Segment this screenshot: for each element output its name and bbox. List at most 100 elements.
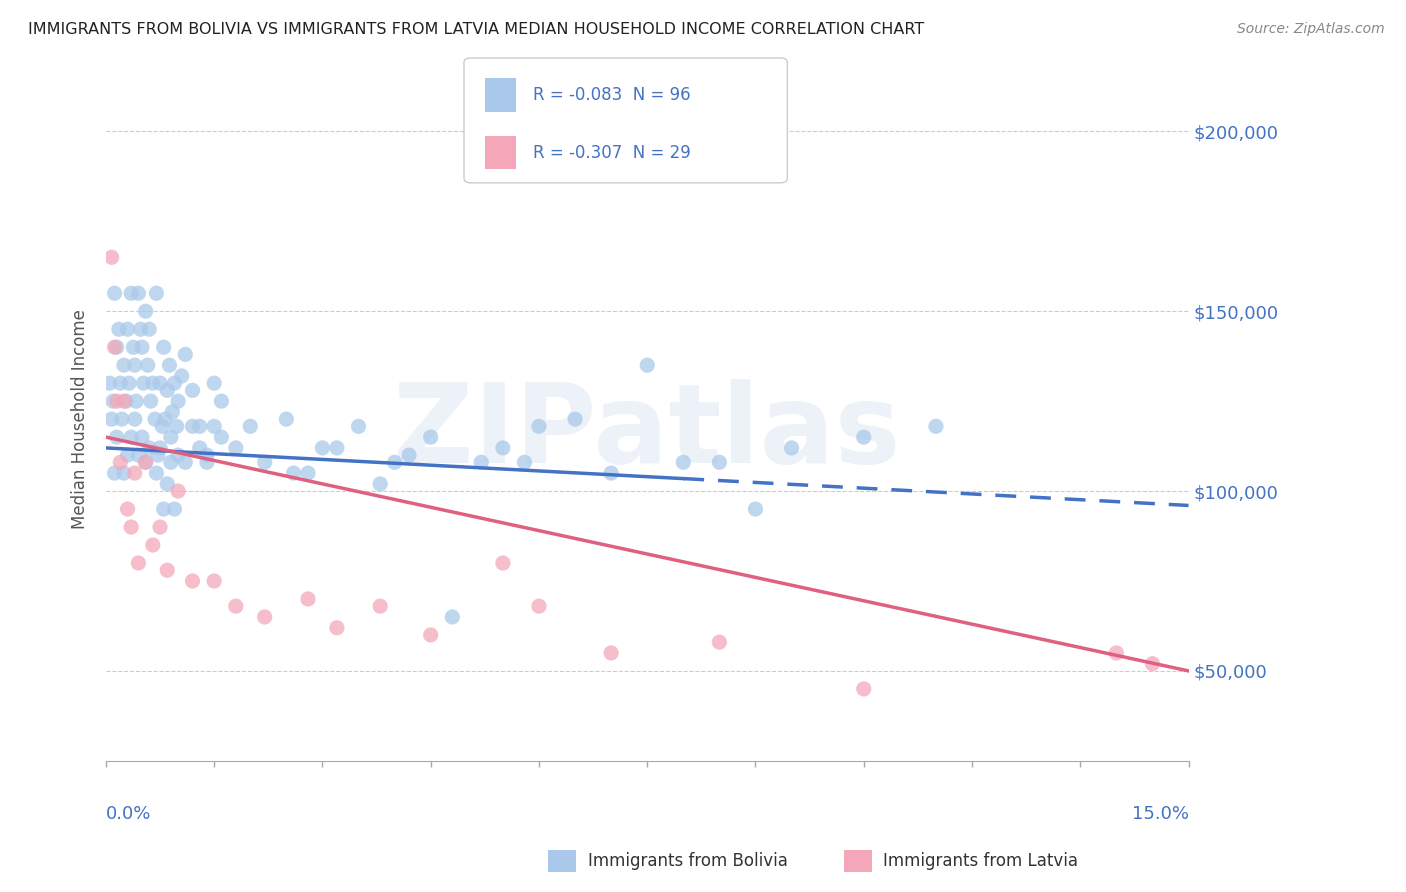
Point [143, 412, 166, 426]
Point [156, 384, 179, 398]
Point [145, 466, 167, 480]
Point [131, 340, 153, 354]
Point [368, 599, 391, 614]
Point [108, 322, 131, 336]
Point [160, 455, 183, 469]
Point [149, 520, 172, 534]
Point [527, 599, 550, 614]
Point [419, 628, 441, 642]
Point [105, 394, 128, 409]
Text: 0.0%: 0.0% [105, 805, 152, 823]
Point [127, 448, 149, 462]
Point [311, 441, 333, 455]
Point [209, 394, 232, 409]
Point [110, 455, 132, 469]
Point [181, 574, 204, 588]
Point [672, 455, 695, 469]
Point [120, 430, 142, 444]
Point [419, 430, 441, 444]
Point [100, 250, 122, 264]
Point [103, 340, 125, 354]
Point [167, 394, 190, 409]
Point [166, 419, 188, 434]
Text: R = -0.083  N = 96: R = -0.083 N = 96 [533, 86, 690, 103]
Point [135, 304, 157, 318]
Point [156, 563, 179, 577]
Point [384, 455, 406, 469]
Point [100, 412, 122, 426]
Point [174, 347, 197, 361]
Point [135, 455, 157, 469]
Point [852, 430, 875, 444]
Point [225, 441, 247, 455]
Point [156, 476, 179, 491]
Point [709, 455, 731, 469]
Point [131, 430, 153, 444]
Point [470, 455, 492, 469]
Point [162, 405, 184, 419]
Point [326, 621, 349, 635]
Point [564, 412, 586, 426]
Point [117, 322, 139, 336]
Point [120, 286, 142, 301]
Point [167, 484, 190, 499]
Point [127, 556, 149, 570]
Point [98, 376, 121, 391]
Point [110, 376, 132, 391]
Text: IMMIGRANTS FROM BOLIVIA VS IMMIGRANTS FROM LATVIA MEDIAN HOUSEHOLD INCOME CORREL: IMMIGRANTS FROM BOLIVIA VS IMMIGRANTS FR… [28, 22, 924, 37]
Point [117, 502, 139, 516]
Point [276, 412, 298, 426]
Text: ZIPatlas: ZIPatlas [394, 379, 901, 486]
Point [138, 322, 160, 336]
Point [152, 502, 174, 516]
Text: R = -0.307  N = 29: R = -0.307 N = 29 [533, 144, 690, 161]
Point [347, 419, 370, 434]
Point [202, 376, 225, 391]
Point [136, 358, 159, 372]
Point [112, 466, 135, 480]
Point [124, 358, 146, 372]
Point [118, 376, 141, 391]
Point [146, 448, 169, 462]
Point [111, 412, 134, 426]
Point [145, 286, 167, 301]
Point [744, 502, 766, 516]
Point [149, 441, 172, 455]
Point [225, 599, 247, 614]
Point [780, 441, 803, 455]
Point [202, 419, 225, 434]
Point [142, 376, 165, 391]
Point [125, 394, 148, 409]
Point [1105, 646, 1128, 660]
Point [398, 448, 420, 462]
Point [124, 466, 146, 480]
Text: Immigrants from Latvia: Immigrants from Latvia [883, 852, 1078, 870]
Point [925, 419, 948, 434]
Point [157, 358, 180, 372]
Point [188, 441, 211, 455]
Point [283, 466, 305, 480]
Point [600, 466, 623, 480]
Point [112, 358, 135, 372]
Point [127, 286, 149, 301]
Point [513, 455, 536, 469]
Text: 15.0%: 15.0% [1132, 805, 1188, 823]
Point [492, 441, 515, 455]
Text: Immigrants from Bolivia: Immigrants from Bolivia [588, 852, 787, 870]
Point [709, 635, 731, 649]
Point [160, 430, 183, 444]
Point [129, 322, 152, 336]
Point [105, 340, 128, 354]
Point [170, 368, 193, 383]
Point [122, 340, 145, 354]
Point [103, 286, 125, 301]
Point [297, 592, 319, 607]
Point [117, 448, 139, 462]
Point [239, 419, 262, 434]
Point [124, 412, 146, 426]
Point [163, 502, 186, 516]
Point [202, 574, 225, 588]
Point [101, 394, 124, 409]
Point [253, 455, 276, 469]
Point [150, 419, 173, 434]
